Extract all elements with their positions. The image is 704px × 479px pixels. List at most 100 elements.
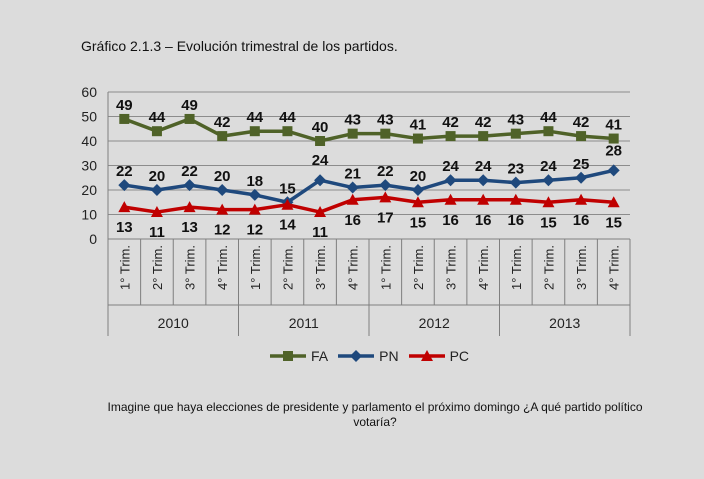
data-label-pn: 22 [181, 163, 198, 180]
marker-pc [607, 196, 620, 208]
y-tick-label: 40 [81, 133, 97, 149]
marker-pc [509, 193, 522, 205]
data-label-fa: 43 [344, 112, 361, 129]
marker-pc [248, 203, 261, 215]
marker-pn [509, 176, 522, 189]
marker-fa [478, 131, 489, 142]
data-label-pn: 22 [116, 163, 133, 180]
marker-pn [411, 184, 424, 196]
category-label: 2° Trim. [280, 245, 295, 290]
marker-fa [217, 131, 228, 142]
category-label: 3° Trim. [444, 245, 459, 290]
category-label: 3° Trim. [574, 245, 589, 290]
category-label: 2° Trim. [541, 245, 556, 290]
data-label-pc: 12 [246, 222, 263, 239]
marker-fa [380, 128, 391, 139]
series-line-pn [124, 168, 615, 204]
data-label-pn: 18 [246, 173, 263, 190]
marker-fa [119, 113, 130, 124]
marker-pn [118, 179, 131, 192]
y-tick-label: 60 [81, 84, 97, 100]
marker-fa [315, 136, 326, 146]
marker-pn [477, 174, 490, 187]
legend-item-pn: PN [336, 346, 399, 366]
chart-footnote: Imagine que haya elecciones de president… [107, 400, 643, 429]
data-label-pn: 20 [410, 168, 427, 185]
marker-pn [183, 179, 196, 192]
marker-pc [281, 198, 294, 210]
marker-pc [118, 201, 131, 213]
data-label-pn: 20 [149, 168, 166, 185]
data-label-pc: 16 [344, 212, 361, 229]
legend-swatch [338, 350, 375, 362]
y-tick-label: 10 [81, 207, 97, 223]
data-label-pn: 24 [442, 158, 459, 175]
data-label-pc: 17 [377, 209, 394, 226]
legend-item-pc: PC [407, 346, 469, 366]
data-label-fa: 42 [573, 114, 590, 131]
category-label: 4° Trim. [215, 245, 230, 290]
marker-pc [575, 193, 588, 205]
data-label-fa: 43 [507, 112, 524, 129]
marker-pn [314, 174, 327, 187]
legend-label: FA [311, 348, 329, 364]
marker-pn [379, 179, 392, 192]
data-label-pn: 22 [377, 163, 394, 180]
data-label-fa: 41 [410, 117, 427, 134]
data-label-fa: 49 [181, 97, 198, 114]
marker-fa [608, 133, 619, 144]
category-label: 2° Trim. [411, 245, 426, 290]
marker-fa [249, 126, 260, 137]
category-label: 3° Trim. [183, 245, 198, 290]
marker-pc [183, 201, 196, 213]
year-group-label: 2010 [158, 315, 189, 331]
data-label-pc: 15 [410, 214, 427, 231]
chart-legend: FA PN PC [268, 346, 469, 366]
marker-pc [150, 206, 163, 218]
data-label-pn: 24 [475, 158, 492, 175]
marker-fa [510, 128, 521, 139]
marker-fa [576, 131, 587, 142]
data-label-pc: 16 [475, 212, 492, 229]
data-label-pn: 24 [312, 152, 329, 169]
marker-pn [607, 164, 620, 177]
marker-fa [282, 126, 293, 137]
year-group-label: 2011 [289, 315, 319, 331]
category-label: 4° Trim. [346, 245, 361, 290]
category-label: 4° Trim. [607, 245, 622, 290]
data-label-fa: 40 [312, 119, 329, 136]
data-label-pc: 11 [312, 224, 328, 241]
category-label: 3° Trim. [313, 245, 328, 290]
marker-pn [346, 181, 359, 194]
marker-pn [216, 184, 229, 196]
data-label-fa: 43 [377, 112, 394, 129]
series-line-fa [123, 117, 614, 143]
marker-pc [314, 206, 327, 218]
marker-fa [412, 133, 423, 144]
data-label-pn: 28 [605, 142, 622, 159]
category-label: 1° Trim. [248, 245, 263, 290]
data-label-fa: 44 [279, 109, 296, 126]
data-label-fa: 49 [116, 97, 133, 114]
category-label: 2° Trim. [150, 245, 165, 290]
data-label-fa: 41 [605, 117, 622, 134]
year-group-label: 2012 [419, 315, 450, 331]
legend-item-fa: FA [268, 346, 328, 366]
y-tick-label: 50 [81, 109, 97, 125]
data-label-fa: 44 [540, 109, 557, 126]
data-label-fa: 42 [442, 114, 459, 131]
marker-pc [216, 203, 229, 215]
marker-fa [543, 126, 554, 137]
marker-pn [542, 174, 555, 187]
legend-swatch [270, 351, 306, 361]
data-label-pn: 15 [279, 180, 296, 197]
y-tick-label: 20 [81, 182, 97, 198]
marker-pc [346, 193, 359, 205]
data-label-pn: 24 [540, 158, 557, 175]
data-label-pn: 20 [214, 168, 231, 185]
data-label-pc: 16 [573, 212, 590, 229]
marker-pn [444, 174, 457, 187]
marker-pn [248, 188, 261, 201]
legend-label: PC [449, 348, 470, 364]
data-label-fa: 44 [246, 109, 263, 126]
